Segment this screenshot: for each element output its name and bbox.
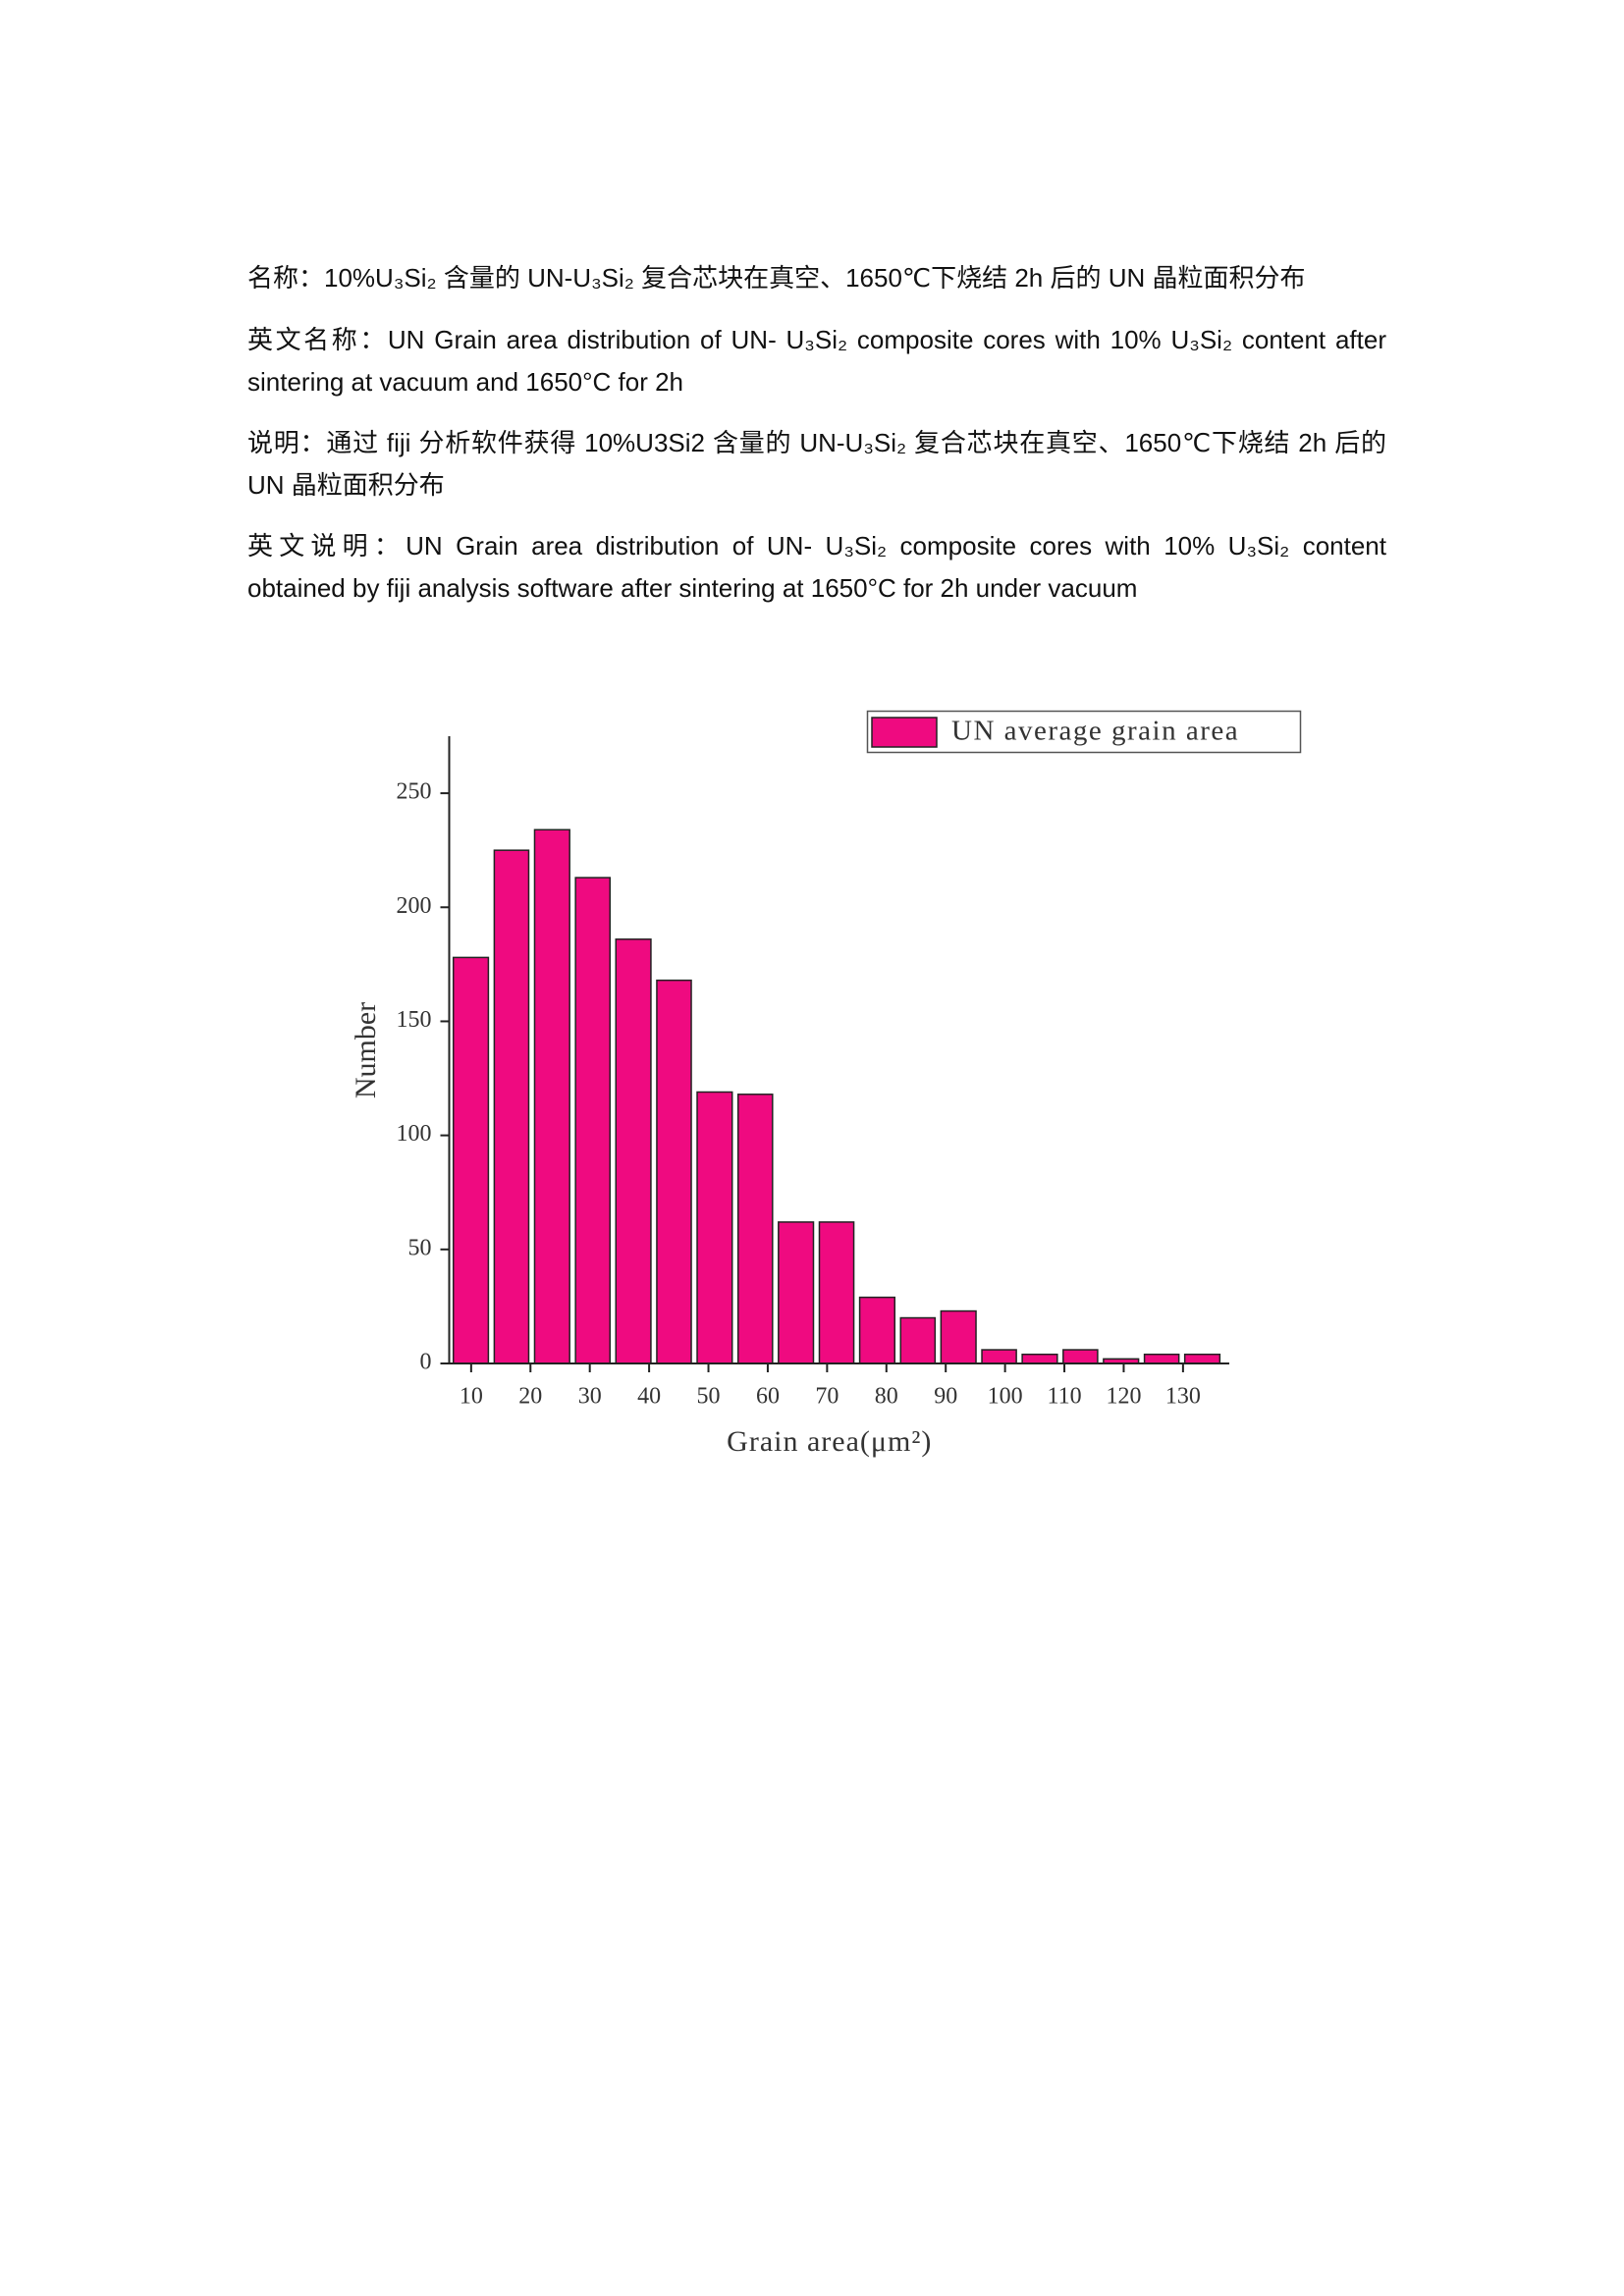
x-tick-label: 80 <box>875 1384 898 1410</box>
bar <box>981 1349 1017 1364</box>
bar <box>696 1091 733 1364</box>
bar <box>736 1094 774 1364</box>
paragraph: 英文说明：UN Grain area distribution of UN- U… <box>247 525 1386 609</box>
paragraph-label: 英文名称： <box>247 326 388 354</box>
paragraph-text: UN Grain area distribution of UN- U₃Si₂ … <box>247 531 1386 603</box>
y-tick-label: 100 <box>397 1121 432 1147</box>
x-tick-label: 90 <box>934 1384 957 1410</box>
y-tick-label: 250 <box>397 779 432 805</box>
x-tick-label: 20 <box>518 1384 542 1410</box>
bar <box>574 877 612 1364</box>
legend-swatch <box>871 717 938 748</box>
x-tick-label: 30 <box>578 1384 602 1410</box>
bar <box>1183 1353 1221 1364</box>
bar <box>1143 1353 1180 1364</box>
y-tick-label: 150 <box>397 1007 432 1033</box>
legend-box <box>866 710 1302 754</box>
x-tick-label: 120 <box>1106 1384 1141 1410</box>
paragraph: 名称：10%U₃Si₂ 含量的 UN-U₃Si₂ 复合芯块在真空、1650℃下烧… <box>247 257 1386 299</box>
paragraph-text: 10%U₃Si₂ 含量的 UN-U₃Si₂ 复合芯块在真空、1650℃下烧结 2… <box>324 263 1306 293</box>
bar <box>778 1221 815 1364</box>
x-tick-label: 10 <box>460 1384 483 1410</box>
x-tick-label: 50 <box>697 1384 721 1410</box>
x-axis-label: Grain area(μm²) <box>727 1425 932 1458</box>
bar <box>656 979 692 1364</box>
x-tick-label: 110 <box>1047 1384 1081 1410</box>
bar <box>493 849 530 1364</box>
bar <box>615 938 652 1364</box>
x-tick-label: 100 <box>988 1384 1023 1410</box>
y-axis-label: Number <box>350 1002 382 1098</box>
bar <box>452 956 490 1364</box>
legend-label: UN average grain area <box>951 716 1239 747</box>
x-tick-label: 60 <box>756 1384 780 1410</box>
paragraph: 英文名称：UN Grain area distribution of UN- U… <box>247 319 1386 402</box>
paragraph-label: 说明： <box>247 429 327 457</box>
bar <box>818 1221 855 1364</box>
paragraph-label: 英文说明： <box>247 532 406 561</box>
bar <box>533 828 570 1364</box>
document: 名称：10%U₃Si₂ 含量的 UN-U₃Si₂ 复合芯块在真空、1650℃下烧… <box>247 257 1386 628</box>
bar <box>858 1296 896 1364</box>
bar <box>940 1309 977 1364</box>
paragraph-text: 通过 fiji 分析软件获得 10%U3Si2 含量的 UN-U₃Si₂ 复合芯… <box>247 428 1386 500</box>
paragraph-label: 名称： <box>247 264 325 293</box>
y-tick-label: 200 <box>397 893 432 919</box>
y-tick-label: 0 <box>420 1350 432 1375</box>
paragraph-text: UN Grain area distribution of UN- U₃Si₂ … <box>247 325 1386 397</box>
y-tick-label: 50 <box>408 1235 432 1260</box>
bar <box>1021 1353 1058 1364</box>
x-tick-label: 40 <box>637 1384 661 1410</box>
x-tick-label: 130 <box>1165 1384 1201 1410</box>
x-tick-label: 70 <box>815 1384 839 1410</box>
bar <box>1062 1349 1099 1364</box>
bar <box>899 1316 937 1364</box>
paragraph: 说明：通过 fiji 分析软件获得 10%U3Si2 含量的 UN-U₃Si₂ … <box>247 422 1386 506</box>
